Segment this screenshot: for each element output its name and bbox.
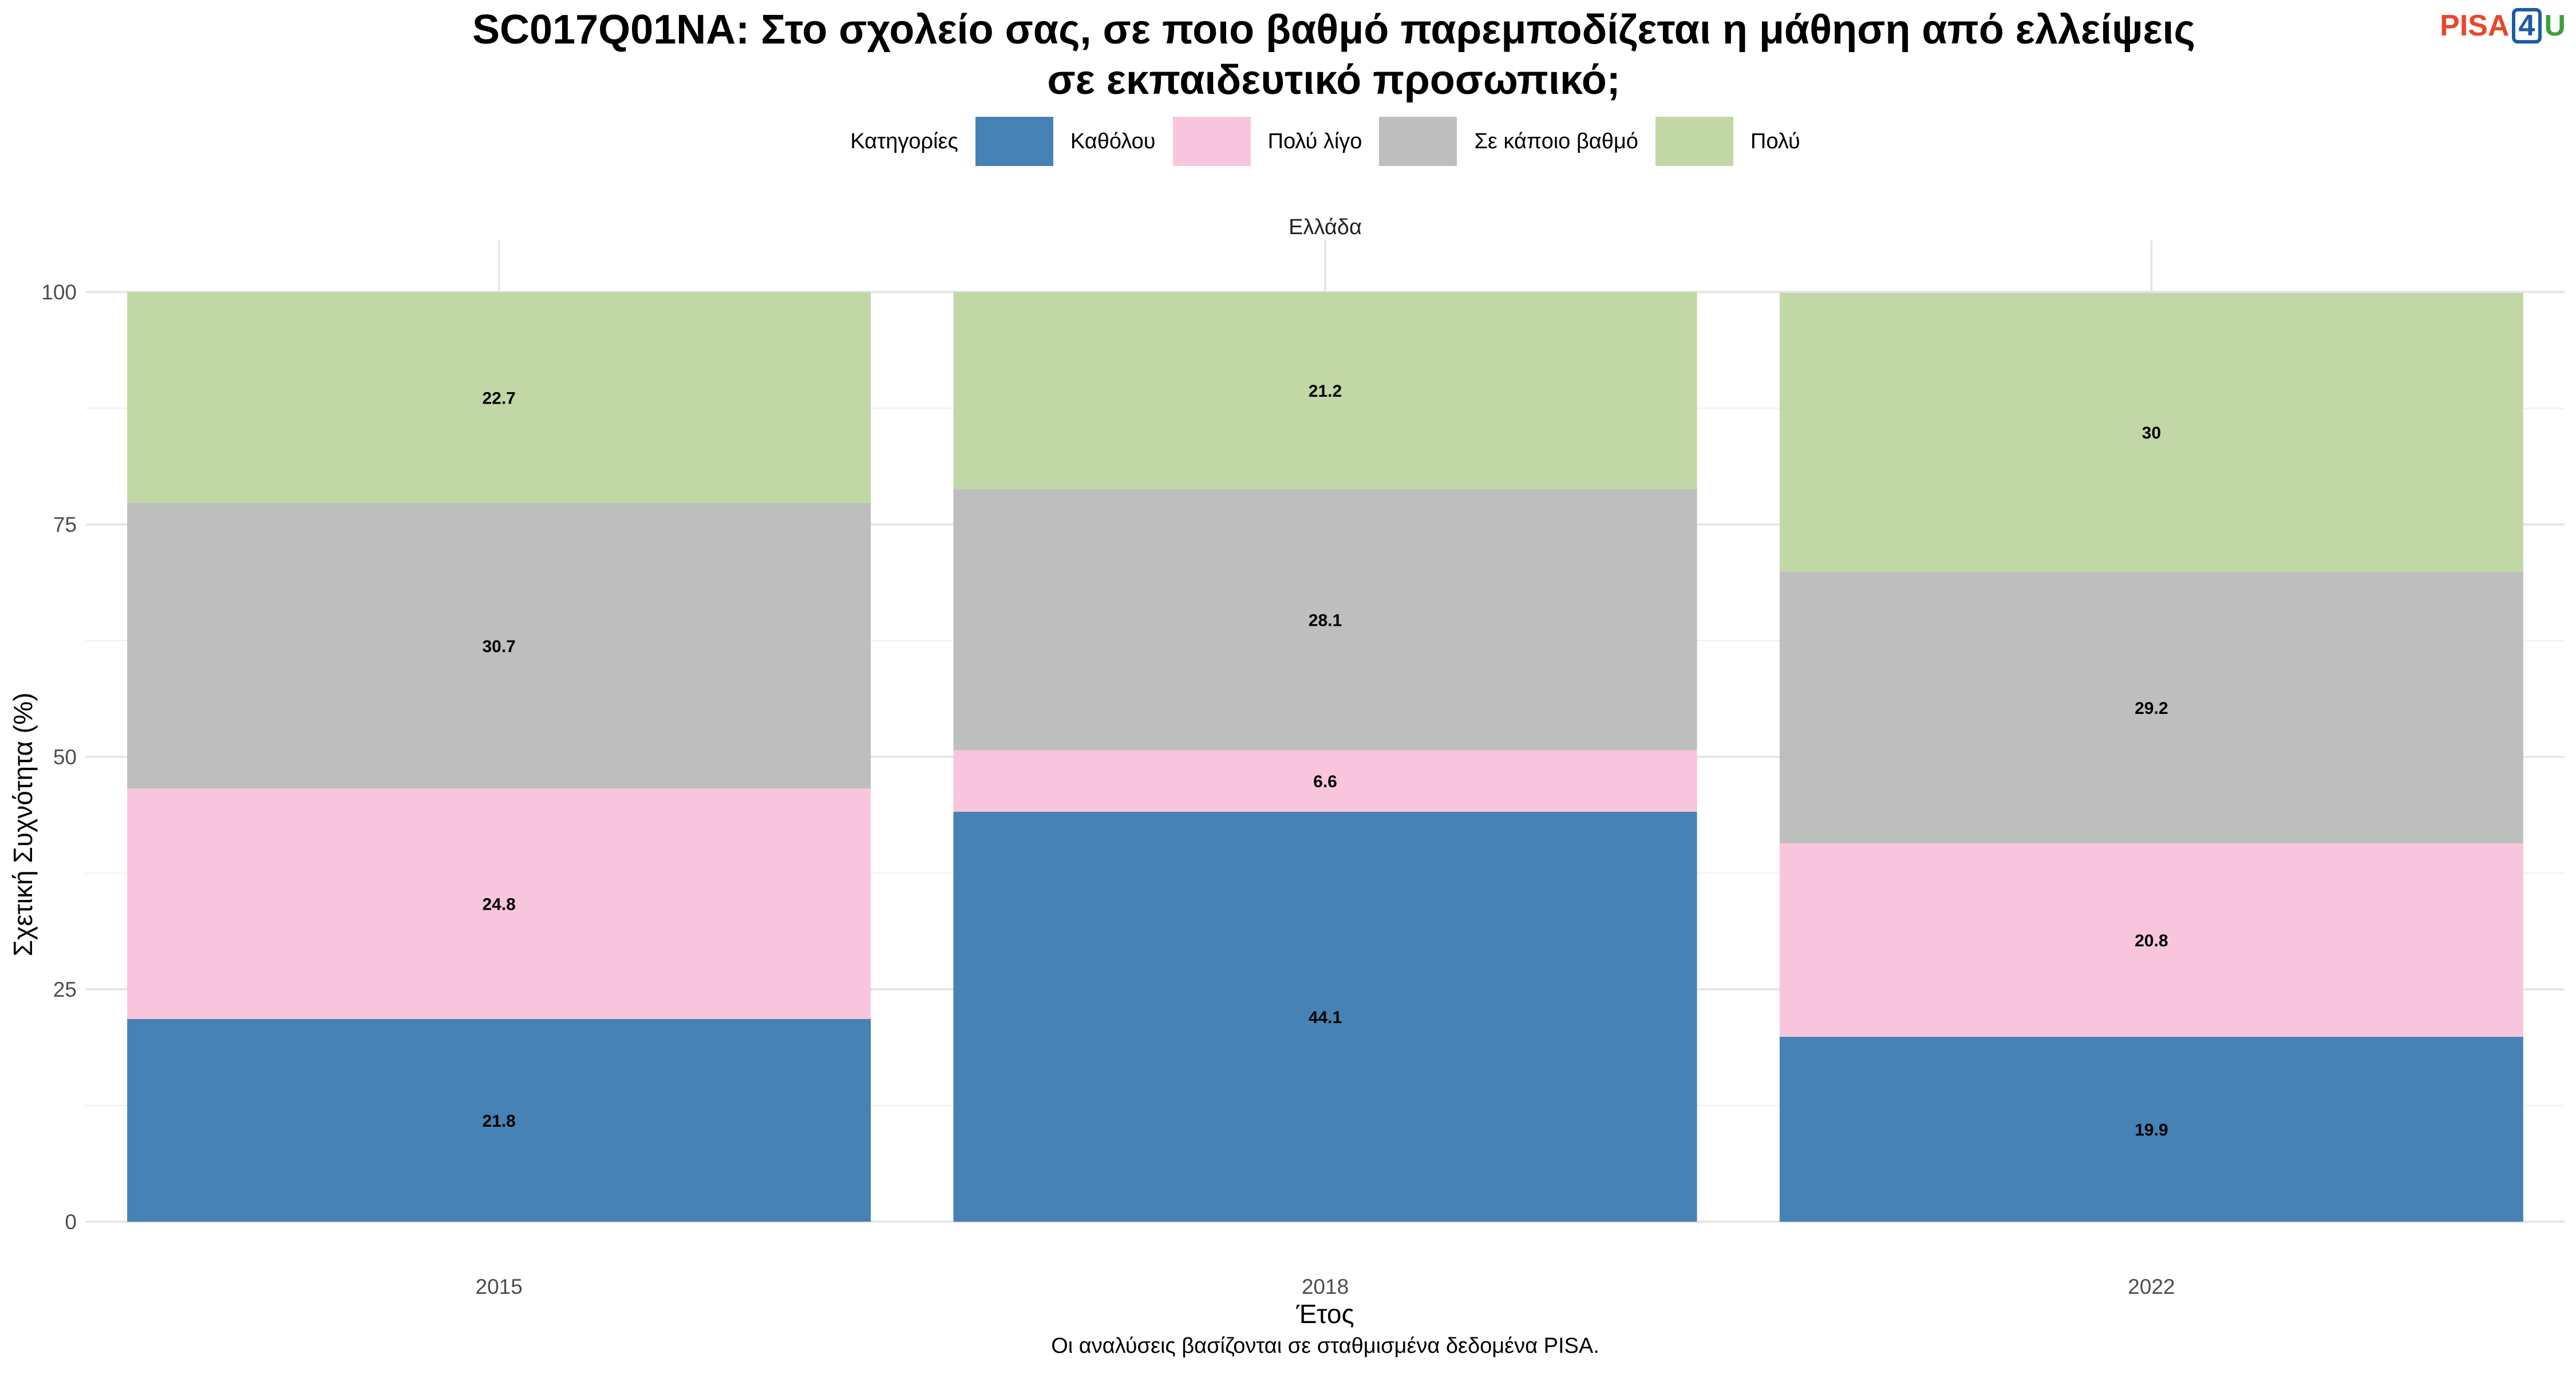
bar-value-label: 30 <box>2142 424 2161 443</box>
logo-text-pisa: PISA <box>2440 9 2510 42</box>
bar-segment <box>127 503 871 789</box>
legend-item-kapoio-vathmo: Σε κάποιο βαθμό <box>1379 117 1655 166</box>
bar-value-label: 29.2 <box>2135 699 2168 718</box>
legend-label-poly: Πολύ <box>1750 129 1800 153</box>
legend-swatch-poly-ligo <box>1172 117 1251 166</box>
legend-swatch-katholou <box>975 117 1053 166</box>
bar-value-label: 6.6 <box>1313 772 1337 791</box>
legend-label-poly-ligo: Πολύ λίγο <box>1267 129 1362 153</box>
bar-segment <box>953 489 1697 751</box>
chart-title: SC017Q01NA: Στο σχολείο σας, σε ποιο βαθ… <box>0 5 2576 105</box>
chart-caption: Οι αναλύσεις βασίζονται σε σταθμισμένα δ… <box>1051 1334 1599 1358</box>
bar-value-label: 22.7 <box>482 389 515 408</box>
bar-segment <box>1779 571 2523 844</box>
bar-segment <box>127 788 871 1019</box>
y-tick-label: 25 <box>53 978 77 1001</box>
y-tick-label: 100 <box>41 281 77 304</box>
bar-value-label: 21.2 <box>1309 382 1342 401</box>
x-tick-label: 2015 <box>476 1275 523 1298</box>
pisa4u-logo: PISA 4 U <box>2440 8 2566 44</box>
bar-value-label: 20.8 <box>2135 931 2168 950</box>
logo-text-4: 4 <box>2511 8 2542 44</box>
y-tick-label: 0 <box>65 1210 77 1234</box>
legend-label-kapoio-vathmo: Σε κάποιο βαθμό <box>1474 129 1638 153</box>
bar-segment <box>1779 1036 2523 1222</box>
chart-title-line1: SC017Q01NA: Στο σχολείο σας, σε ποιο βαθ… <box>472 7 2195 53</box>
y-tick-label: 75 <box>53 513 77 536</box>
legend-label-katholou: Καθόλου <box>1070 129 1156 153</box>
legend-swatch-kapoio-vathmo <box>1379 117 1457 166</box>
bar-segment <box>953 811 1697 1222</box>
facet-label: Ελλάδα <box>1289 215 1362 239</box>
bar-segment <box>953 292 1697 489</box>
bar-value-label: 21.8 <box>482 1112 515 1131</box>
bar-segment <box>953 750 1697 812</box>
logo-text-u: U <box>2544 9 2566 42</box>
y-axis-title: Σχετική Συχνότητα (%) <box>8 692 38 957</box>
legend-item-poly: Πολύ <box>1655 117 1818 166</box>
legend-title: Κατηγορίες <box>850 129 958 153</box>
bar-value-label: 30.7 <box>482 637 515 656</box>
bar-segment <box>1779 293 2523 572</box>
y-tick-label: 50 <box>53 745 77 769</box>
bar-value-label: 44.1 <box>1309 1008 1342 1027</box>
bar-value-label: 28.1 <box>1309 611 1342 630</box>
x-tick-label: 2018 <box>1302 1275 1349 1298</box>
chart-legend: Κατηγορίες Καθόλου Πολύ λίγο Σε κάποιο β… <box>0 117 2576 166</box>
bar-segment <box>127 292 871 503</box>
bar-segment <box>127 1018 871 1222</box>
chart-title-line2: σε εκπαιδευτικό προσωπικό; <box>1047 57 1621 103</box>
bar-segment <box>1779 843 2523 1037</box>
bar-value-label: 19.9 <box>2135 1120 2168 1139</box>
bar-value-label: 24.8 <box>482 895 515 914</box>
legend-swatch-poly <box>1655 117 1733 166</box>
legend-item-poly-ligo: Πολύ λίγο <box>1172 117 1380 166</box>
legend-item-katholou: Καθόλου <box>975 117 1173 166</box>
x-axis-title: Έτος <box>1296 1299 1354 1329</box>
x-tick-label: 2022 <box>2128 1275 2175 1298</box>
